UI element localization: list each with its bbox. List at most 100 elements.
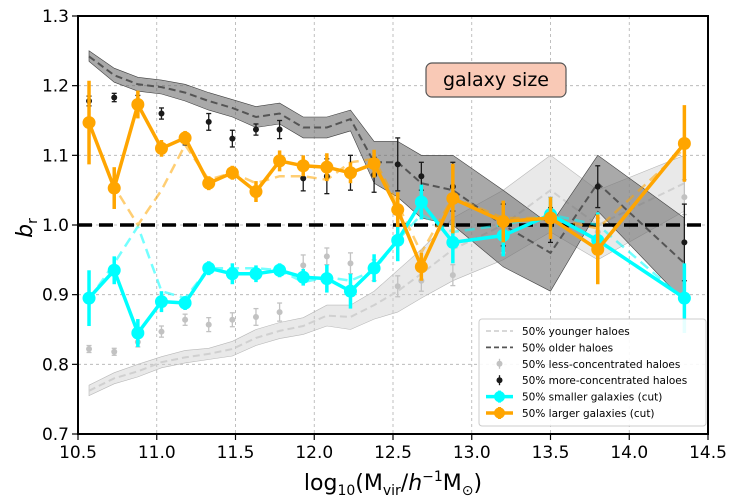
- y-tick-label: 0.8: [42, 355, 69, 375]
- larger-galaxies-point: [343, 166, 357, 180]
- more-concentrated-point: [300, 175, 307, 182]
- x-tick-label: 11.5: [217, 443, 255, 463]
- y-axis-title: br: [13, 218, 41, 238]
- y-tick-label: 1.3: [42, 7, 69, 27]
- x-title-sub-vir: vir: [383, 483, 401, 499]
- more-concentrated-point: [418, 173, 425, 180]
- larger-galaxies-point: [414, 260, 428, 274]
- less-concentrated-point: [276, 309, 283, 316]
- legend-entry-3-swatch-dot: [496, 360, 503, 367]
- x-title-sun: ⊙: [462, 483, 474, 499]
- legend-entry-1: 50% younger haloes: [486, 326, 630, 338]
- x-title-sup: −1: [422, 469, 443, 485]
- larger-galaxies-point: [225, 166, 239, 180]
- legend-entry-6: 50% larger galaxies (cut): [486, 407, 655, 420]
- legend-entry-2-label: 50% older haloes: [522, 342, 613, 354]
- larger-galaxies-point: [154, 141, 168, 155]
- x-tick-label: 14.0: [610, 443, 648, 463]
- legend-entry-5: 50% smaller galaxies (cut): [486, 390, 662, 404]
- smaller-galaxies-point: [154, 295, 168, 309]
- x-tick-label: 11.0: [138, 443, 176, 463]
- less-concentrated-point: [182, 316, 189, 323]
- x-title-m: M: [443, 471, 462, 496]
- y-title-b: b: [13, 224, 38, 238]
- larger-galaxies-point: [367, 157, 381, 171]
- legend-box: [478, 318, 707, 427]
- legend-entry-4-label: 50% more-concentrated haloes: [522, 375, 687, 387]
- larger-galaxies-point: [391, 203, 405, 217]
- x-tick-label: 12.0: [295, 443, 333, 463]
- smaller-galaxies-point: [367, 261, 381, 275]
- legend-entry-2: 50% older haloes: [486, 342, 613, 354]
- y-title-sub-r: r: [25, 218, 41, 224]
- y-tick-label: 0.7: [42, 425, 69, 445]
- smaller-galaxies-point: [677, 291, 691, 305]
- smaller-galaxies-point: [296, 270, 310, 284]
- legend-entry-6-swatch-dot: [494, 407, 505, 419]
- x-tick-label: 13.0: [453, 443, 491, 463]
- legend-entry-3-label: 50% less-concentrated haloes: [522, 359, 680, 371]
- less-concentrated-point: [158, 328, 165, 335]
- annotation-text: galaxy size: [443, 69, 549, 91]
- larger-galaxies-point: [107, 181, 121, 195]
- smaller-galaxies-point: [273, 263, 287, 277]
- less-concentrated-point: [394, 283, 401, 290]
- more-concentrated-point: [205, 118, 212, 125]
- more-concentrated-point: [158, 110, 165, 117]
- less-concentrated-point: [252, 313, 259, 320]
- smaller-galaxies-point: [249, 267, 263, 281]
- less-concentrated-point: [323, 253, 330, 260]
- larger-galaxies-point: [273, 154, 287, 168]
- x-title-log: log: [304, 471, 338, 496]
- more-concentrated-point: [111, 94, 118, 101]
- axis-ticks: 10.5 11.0 11.5 12.0 12.5 13.0 13.5 14.0 14.5 0.7 0…: [42, 7, 727, 463]
- less-concentrated-point: [229, 316, 236, 323]
- annotation-box: [425, 62, 567, 98]
- smaller-galaxies-point: [391, 233, 405, 247]
- legend-entry-4: 50% more-concentrated haloes: [496, 375, 687, 387]
- x-tick-label: 13.5: [532, 443, 570, 463]
- x-title-slash: /: [401, 471, 409, 496]
- less-concentrated-point: [111, 348, 118, 355]
- legend-entry-4-swatch-dot: [496, 377, 503, 384]
- larger-galaxies-point: [249, 185, 263, 199]
- larger-galaxies-point: [496, 215, 510, 229]
- smaller-galaxies-point: [320, 272, 334, 286]
- legend-entry-3: 50% less-concentrated haloes: [496, 358, 680, 371]
- plot-area: [78, 50, 708, 397]
- smaller-galaxies-point: [178, 296, 192, 310]
- smaller-galaxies-point: [131, 326, 145, 340]
- larger-galaxies-point: [544, 211, 557, 225]
- smaller-galaxies-point: [343, 284, 357, 298]
- more-concentrated-point: [394, 161, 401, 168]
- larger-galaxies-point: [320, 160, 334, 174]
- larger-galaxies-point: [677, 136, 691, 150]
- less-concentrated-point: [300, 262, 307, 269]
- x-tick-label: 12.5: [374, 443, 412, 463]
- y-tick-label: 0.9: [42, 286, 69, 306]
- more-concentrated-point: [229, 135, 236, 142]
- more-concentrated-point: [252, 126, 259, 133]
- legend-entry-5-label: 50% smaller galaxies (cut): [522, 392, 662, 404]
- less-concentrated-point: [347, 260, 354, 267]
- smaller-galaxies-point: [202, 261, 216, 275]
- y-tick-label: 1.1: [42, 146, 69, 166]
- larger-galaxies-point: [178, 131, 192, 145]
- smaller-galaxies-point: [225, 267, 239, 281]
- less-concentrated-point: [86, 346, 93, 353]
- less-concentrated-point: [449, 272, 456, 279]
- x-title-h: h: [408, 471, 422, 496]
- less-concentrated-point: [205, 321, 212, 328]
- smaller-galaxies-point: [414, 195, 428, 209]
- y-tick-label: 1.0: [42, 216, 69, 236]
- legend-entry-5-swatch-dot: [494, 391, 505, 403]
- larger-galaxies-point: [591, 242, 605, 256]
- y-tick-label: 1.2: [42, 77, 69, 97]
- more-concentrated-point: [681, 239, 688, 246]
- x-axis-title: log10(Mvir/h−1M⊙): [304, 469, 482, 499]
- less-concentrated-point: [681, 194, 688, 201]
- smaller-galaxies-point: [107, 263, 121, 277]
- legend-entry-1-label: 50% younger haloes: [522, 326, 630, 338]
- smaller-galaxies-point: [446, 235, 460, 249]
